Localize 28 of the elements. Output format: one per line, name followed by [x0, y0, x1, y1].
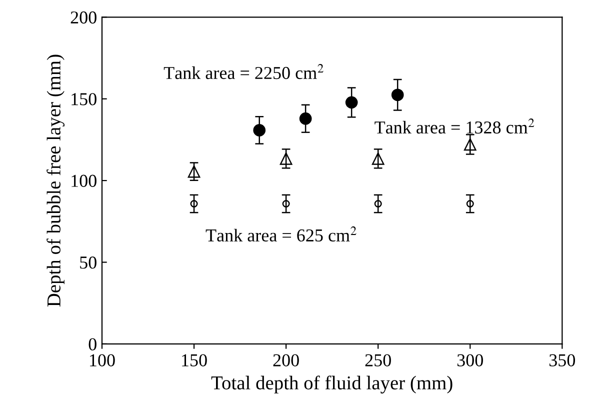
point	[253, 124, 266, 136]
series-label: Tank area = 1328 cm$^{2}$	[374, 118, 534, 134]
point	[345, 96, 358, 109]
point	[466, 200, 474, 208]
y-tick-label: 0	[88, 338, 96, 350]
point	[280, 152, 292, 165]
point	[188, 165, 200, 178]
point	[374, 200, 382, 208]
y-tick-label: 200	[70, 11, 96, 24]
x-tick-label: 150	[182, 354, 207, 366]
x-tick-label: 100	[90, 354, 115, 366]
y-tick-label: 50	[80, 256, 96, 269]
series-label: Tank area = 625 cm$^{2}$	[206, 226, 356, 242]
x-tick-label: 300	[457, 354, 483, 366]
point	[190, 200, 198, 208]
point	[372, 152, 384, 165]
point	[391, 88, 404, 102]
y-axis-title: Depth of bubble free layer (mm)	[46, 54, 64, 307]
x-tick-label: 200	[273, 354, 299, 366]
series-label: Tank area = 2250 cm$^{2}$	[164, 64, 324, 80]
x-tick-label: 350	[549, 354, 576, 366]
x-axis-title: Total depth of fluid layer (mm)	[211, 376, 452, 394]
point	[299, 112, 312, 125]
y-tick-label: 150	[72, 93, 96, 106]
y-tick-label: 100	[72, 174, 96, 187]
point	[282, 200, 290, 208]
x-tick-label: 250	[365, 354, 391, 366]
point	[464, 138, 476, 151]
